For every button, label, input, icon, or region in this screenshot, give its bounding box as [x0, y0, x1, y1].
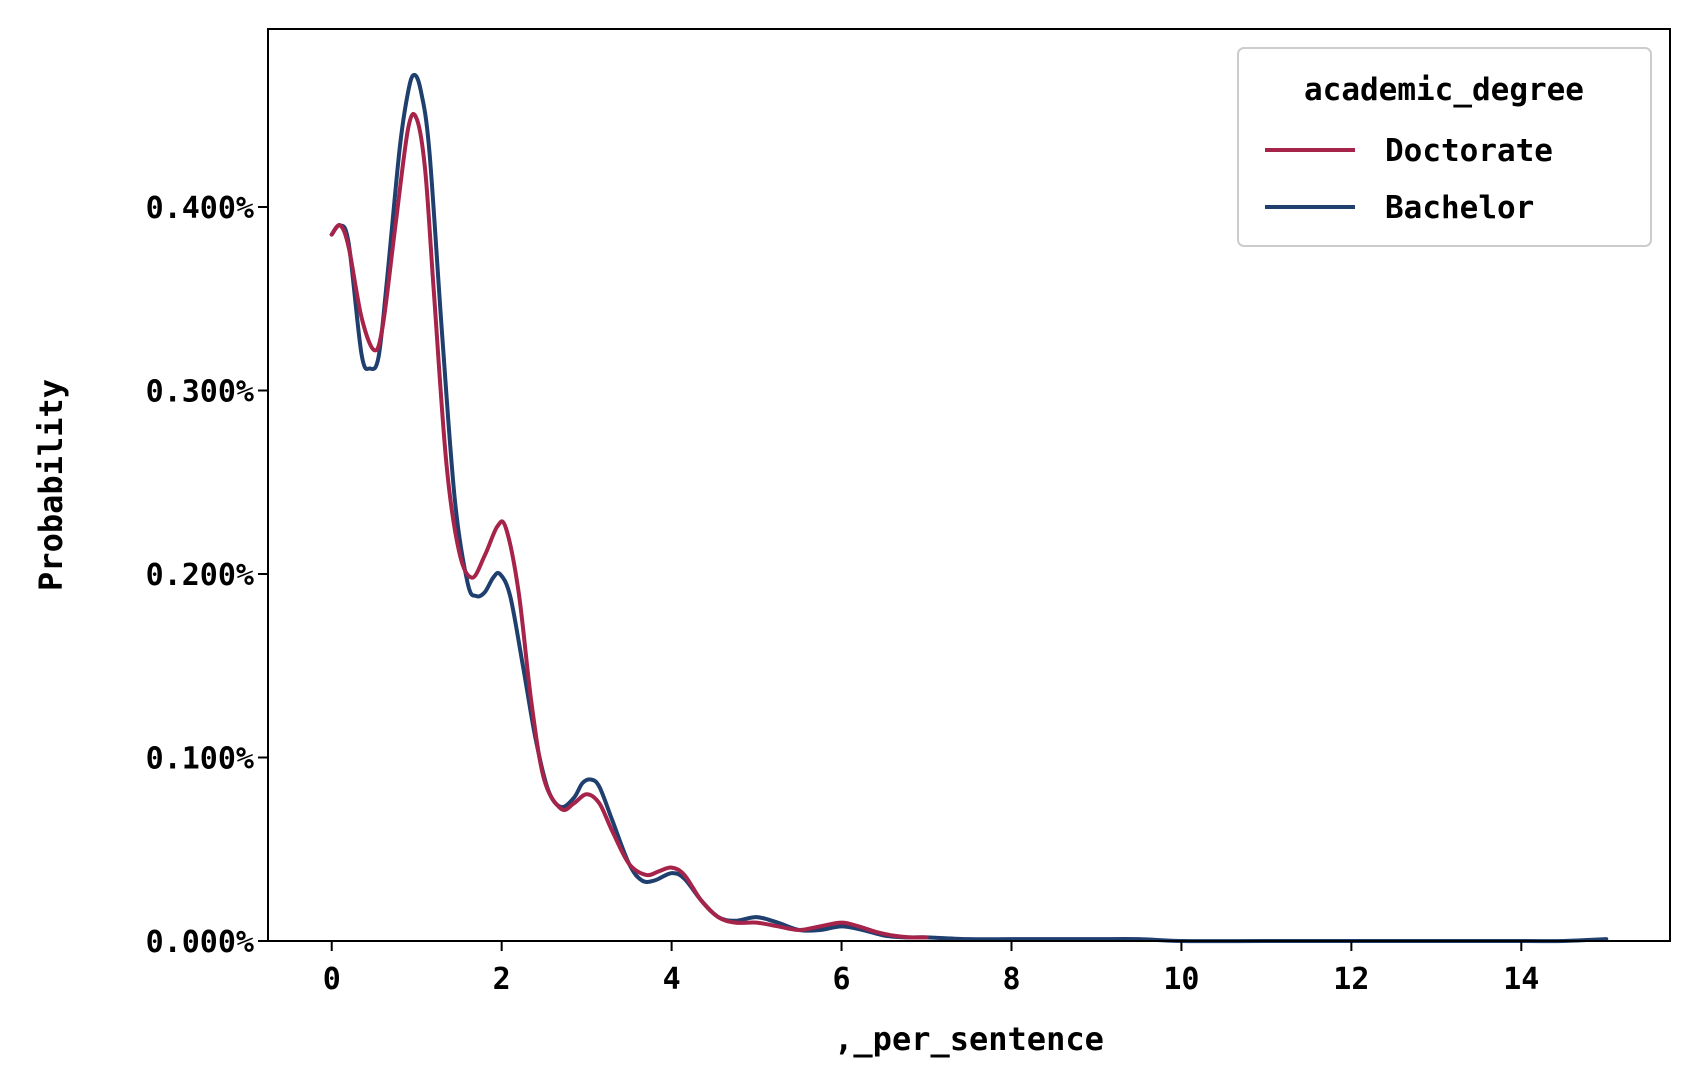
legend-title: academic_degree: [1304, 72, 1584, 108]
y-axis-label: Probability: [32, 379, 70, 591]
x-tick-label: 10: [1163, 962, 1199, 997]
plot-frame: [267, 28, 1671, 942]
legend-entries: Doctorate Bachelor: [1265, 133, 1553, 226]
legend: academic_degree Doctorate Bachelor: [1237, 47, 1652, 247]
series-line-bachelor: [329, 72, 1609, 944]
series-layer: [329, 72, 1609, 944]
series-line-doctorate: [329, 112, 929, 940]
x-tick-label: 6: [833, 962, 851, 997]
legend-label-doctorate: Doctorate: [1385, 133, 1553, 169]
x-tick-label: 8: [1002, 962, 1020, 997]
legend-label-bachelor: Bachelor: [1385, 190, 1534, 226]
legend-frame: [1237, 47, 1652, 247]
y-tick-label: 0.200%: [146, 558, 254, 593]
x-axis-ticks: 0 2 4 6 8 10 12 14: [323, 941, 1539, 997]
y-axis-ticks: 0.000% 0.100% 0.200% 0.300% 0.400%: [146, 191, 268, 960]
x-tick-label: 0: [323, 962, 341, 997]
y-tick-label: 0.000%: [146, 925, 254, 960]
x-tick-label: 2: [493, 962, 511, 997]
x-tick-label: 14: [1503, 962, 1539, 997]
y-tick-label: 0.400%: [146, 191, 254, 226]
x-tick-label: 12: [1333, 962, 1369, 997]
y-tick-label: 0.100%: [146, 741, 254, 776]
y-tick-label: 0.300%: [146, 374, 254, 409]
x-tick-label: 4: [663, 962, 681, 997]
x-axis-label: ,_per_sentence: [834, 1020, 1104, 1058]
